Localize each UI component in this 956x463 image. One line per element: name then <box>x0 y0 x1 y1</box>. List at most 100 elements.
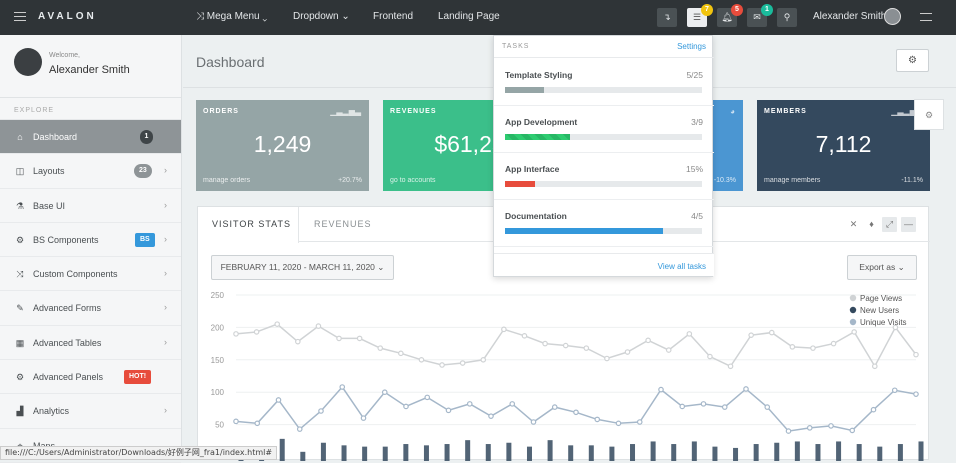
sidebar-item-label: Advanced Forms <box>33 303 102 314</box>
sidebar-section-explore: EXPLORE <box>0 98 181 120</box>
home-icon: ⌂ <box>17 132 23 142</box>
task-item[interactable]: App Development 3/9 <box>494 106 714 153</box>
bar-new-users <box>794 441 800 461</box>
messages-button[interactable]: ✉ 1 <box>747 4 773 27</box>
legend-entry: Unique Visits <box>860 318 907 327</box>
profile-avatar[interactable] <box>14 48 42 76</box>
expand-icon[interactable]: ⤢ <box>882 217 897 232</box>
tasks-dropdown: TASKS Settings Template Styling 5/25 App D… <box>493 35 714 277</box>
tile-link[interactable]: manage members <box>764 177 821 184</box>
bar-new-users <box>671 444 677 461</box>
tile-chart-icon: ▁▃▂▅▃ <box>330 107 361 116</box>
bar-new-users <box>526 446 532 461</box>
sidebar-item-label: Layouts <box>33 166 65 177</box>
sidebar: Welcome, Alexander Smith EXPLORE ⌂ Dashb… <box>0 35 182 463</box>
view-all-tasks-link[interactable]: View all tasks <box>657 262 706 271</box>
bar-new-users <box>547 440 553 461</box>
close-icon[interactable]: ✕ <box>849 219 858 229</box>
minimize-icon[interactable]: — <box>901 217 916 232</box>
tile-link[interactable]: manage orders <box>203 177 251 184</box>
legend-entry: New Users <box>860 306 899 315</box>
export-button[interactable]: Export as ⌄ <box>847 255 917 280</box>
tasks-title: TASKS <box>502 43 530 50</box>
menu-toggle-icon[interactable] <box>14 12 26 21</box>
sidebar-item-advanced-panels[interactable]: ⚙ Advanced Panels HOT! <box>0 360 181 395</box>
tile-title: MEMBERS <box>764 108 807 115</box>
data-point <box>275 397 282 403</box>
tab-visitor-stats[interactable]: VISITOR STATS <box>212 219 292 229</box>
user-menu[interactable]: Alexander Smith <box>813 11 887 22</box>
tile-title: REVENUES <box>390 108 437 115</box>
data-point <box>806 425 813 431</box>
data-point <box>594 416 601 423</box>
task-progress-fill <box>505 134 570 140</box>
brand-logo[interactable]: AVALON <box>38 11 97 22</box>
sidebar-item-label: BS Components <box>33 234 99 245</box>
task-item[interactable]: Documentation 4/5 <box>494 200 714 247</box>
sidebar-item-layouts[interactable]: ◫ Layouts 23 › <box>0 154 181 189</box>
data-point <box>542 340 548 347</box>
sidebar-profile: Welcome, Alexander Smith <box>0 35 181 98</box>
tab-revenues[interactable]: REVENUES <box>314 219 372 229</box>
bar-new-users <box>733 447 739 461</box>
tasks-button[interactable]: ☰ 7 <box>687 4 713 27</box>
sidebar-item-base-ui[interactable]: ⚗ Base UI › <box>0 189 181 223</box>
date-range-button[interactable]: FEBRUARY 11, 2020 - MARCH 11, 2020 ⌄ <box>211 255 394 280</box>
task-item[interactable]: App Interface 15% <box>494 153 714 200</box>
gear-icon: ⚙ <box>15 372 25 383</box>
chevron-right-icon: › <box>164 336 167 347</box>
tile-chart-icon: ◕ <box>730 107 735 116</box>
data-point <box>679 403 686 410</box>
sidebar-item-custom-components[interactable]: ⤨ Custom Components › <box>0 257 181 292</box>
data-point <box>658 386 664 393</box>
data-point <box>377 345 384 351</box>
data-point <box>636 419 643 425</box>
tile-link[interactable]: go to accounts <box>390 177 436 184</box>
task-name: App Development <box>505 117 578 127</box>
bar-new-users <box>465 440 471 461</box>
data-point <box>488 413 494 419</box>
user-avatar[interactable] <box>884 8 901 25</box>
task-name: App Interface <box>505 164 560 174</box>
sidebar-item-bs-components[interactable]: ⚙ BS Components BS › <box>0 223 181 258</box>
data-point <box>501 326 507 333</box>
task-item[interactable]: Template Styling 5/25 <box>494 59 714 106</box>
right-panel-toggle-icon[interactable] <box>920 13 932 21</box>
tile-change: -11.1% <box>901 177 923 184</box>
data-point <box>871 363 878 370</box>
sidebar-item-analytics[interactable]: ▟ Analytics › <box>0 394 181 429</box>
data-point <box>424 394 431 401</box>
nav-dropdown-label: Dropdown <box>293 11 339 22</box>
nav-dropdown[interactable]: Dropdown ⌄ <box>293 11 350 22</box>
bar-new-users <box>836 441 842 461</box>
nav-landing-page[interactable]: Landing Page <box>438 11 500 22</box>
search-button[interactable]: ⚲ <box>777 8 797 27</box>
chevron-down-icon: ⌄ <box>897 262 905 272</box>
nav-mega-menu[interactable]: ⤨ Mega Menu ⌄ <box>196 11 268 22</box>
page-settings-button[interactable]: ⚙ <box>896 49 929 72</box>
alerts-button[interactable]: 🔔︎ 5 <box>717 4 743 27</box>
data-point <box>615 420 622 427</box>
chevron-right-icon: › <box>164 302 167 313</box>
tile-members: MEMBERS ▁▃▂▅▃ 7,112 manage members -11.1% <box>757 100 930 191</box>
pencil-icon: ✎ <box>16 303 24 314</box>
sidebar-item-advanced-forms[interactable]: ✎ Advanced Forms › <box>0 291 181 326</box>
sign-in-button[interactable]: ↴ <box>657 8 677 27</box>
bar-chart-icon: ▟ <box>16 406 24 417</box>
bar-new-users <box>877 446 883 461</box>
data-point <box>789 344 796 350</box>
sidebar-item-dashboard[interactable]: ⌂ Dashboard 1 <box>0 120 181 155</box>
legend-marker <box>849 318 857 326</box>
tile-title: ORDERS <box>203 108 239 115</box>
data-point <box>604 355 610 362</box>
sidebar-item-label: Custom Components <box>33 269 118 280</box>
shuffle-icon: ⤨ <box>16 269 24 280</box>
side-settings-tab[interactable]: ⚙ <box>914 99 944 130</box>
sidebar-item-advanced-tables[interactable]: ▦ Advanced Tables › <box>0 326 181 361</box>
tasks-settings-link[interactable]: Settings <box>677 42 706 51</box>
sign-in-icon: ↴ <box>663 12 671 22</box>
bar-new-users <box>444 444 450 461</box>
nav-frontend[interactable]: Frontend <box>373 11 414 22</box>
color-drop-icon[interactable]: ♦ <box>869 219 874 229</box>
tile-change: +20.7% <box>338 177 362 184</box>
